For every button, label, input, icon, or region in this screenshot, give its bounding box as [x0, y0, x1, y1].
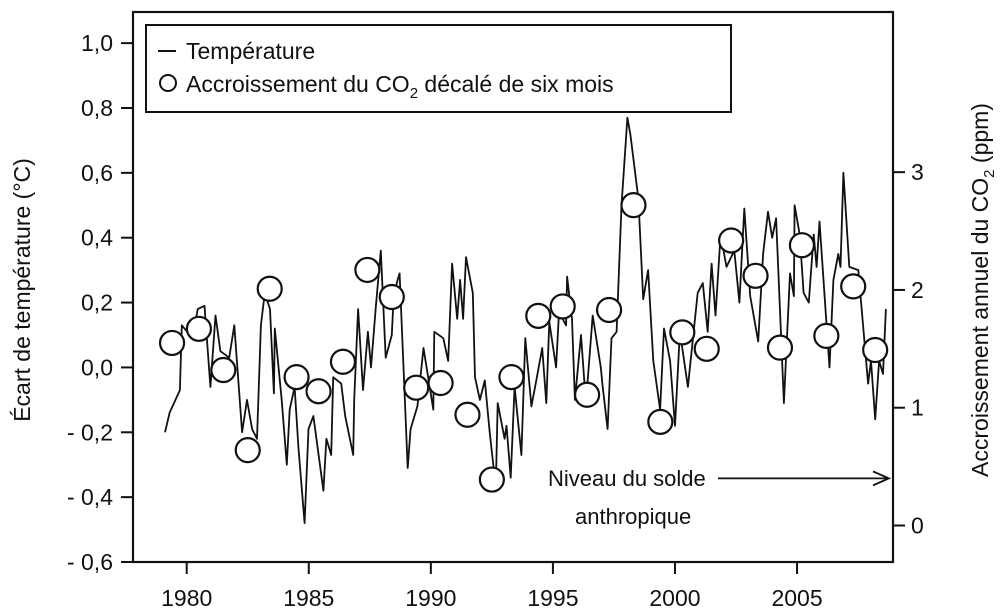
- legend-box: [145, 24, 732, 113]
- plot-area: [158, 116, 889, 524]
- y-axis-right-title-suffix: (ppm): [967, 103, 993, 169]
- co2-marker: [669, 319, 696, 346]
- co2-marker: [862, 336, 889, 364]
- co2-marker: [595, 296, 623, 324]
- co2-marker: [378, 283, 405, 311]
- co2-marker: [742, 262, 769, 289]
- co2-markers: [158, 192, 889, 493]
- co2-marker: [329, 348, 357, 375]
- annotation-arrow-head: [872, 470, 892, 487]
- co2-marker: [813, 322, 840, 349]
- co2-marker: [256, 275, 283, 302]
- co2-marker: [693, 335, 720, 362]
- y-right-tick-label: 3: [911, 159, 924, 185]
- co2-marker: [185, 315, 213, 342]
- x-tick-label: 1995: [527, 585, 578, 611]
- co2-marker: [210, 356, 237, 384]
- co2-marker: [647, 408, 674, 435]
- y-right-tick-label: 1: [911, 395, 924, 421]
- co2-marker: [498, 363, 525, 391]
- legend-marker-swatch: [159, 74, 177, 92]
- legend-co2-text: Accroissement du CO: [186, 71, 410, 97]
- y-left-tick-label: - 0,2: [67, 419, 113, 445]
- y-right-tick-label: 2: [911, 277, 924, 303]
- y-left-tick-label: 1,0: [81, 30, 113, 56]
- y-right-tick-label: 0: [911, 512, 924, 538]
- legend-co2-suffix: décalé de six mois: [418, 71, 614, 97]
- legend-label-temperature: Température: [186, 38, 315, 64]
- y-left-tick-label: 0,4: [81, 225, 113, 251]
- co2-marker: [478, 466, 505, 493]
- co2-marker: [573, 381, 601, 408]
- co2-marker: [283, 363, 310, 391]
- legend-co2-sub: 2: [410, 85, 418, 102]
- y-axis-right-title: Accroissement annuel du CO2 (ppm): [967, 103, 998, 477]
- co2-marker: [158, 329, 186, 357]
- co2-marker: [620, 192, 647, 219]
- y-axis-left-title: Écart de température (°C): [9, 158, 35, 422]
- x-tick-label: 1985: [283, 585, 334, 611]
- y-left-tick-label: 0,2: [81, 290, 113, 316]
- legend: Température Accroissement du CO2 décalé …: [145, 24, 732, 113]
- plot-frame: [131, 10, 895, 564]
- temperature-series-line: [164, 116, 887, 524]
- y-left-tick-label: - 0,4: [67, 484, 113, 510]
- x-tick-label: 2005: [771, 585, 822, 611]
- annotation-line1: Niveau du solde: [548, 466, 706, 491]
- legend-label-co2: Accroissement du CO2 décalé de six mois: [186, 71, 614, 102]
- co2-marker: [403, 374, 430, 401]
- co2-marker: [354, 256, 381, 284]
- co2-marker: [525, 302, 552, 329]
- co2-marker: [427, 369, 454, 397]
- co2-marker: [788, 232, 816, 259]
- y-axis-right-title-text: Accroissement annuel du CO: [967, 178, 993, 477]
- x-tick-label: 1990: [405, 585, 456, 611]
- ticks-layer: 1980 1985 1990 1995 2000 2005 1,0 0,8 0,6 0,4 0,2 0…: [67, 30, 924, 611]
- co2-marker: [305, 378, 332, 405]
- co2-marker: [840, 273, 867, 300]
- y-left-tick-label: - 0,6: [67, 549, 113, 575]
- y-axis-right-title-sub: 2: [981, 169, 998, 177]
- co2-marker: [549, 293, 576, 320]
- annotation-line2: anthropique: [575, 504, 691, 529]
- co2-marker: [234, 437, 261, 464]
- co2-marker: [718, 227, 745, 254]
- y-left-tick-label: 0,6: [81, 160, 113, 186]
- annotation: Niveau du solde anthropique: [548, 466, 892, 529]
- x-tick-label: 2000: [649, 585, 700, 611]
- y-left-tick-label: 0,8: [81, 95, 113, 121]
- co2-marker: [454, 401, 481, 428]
- x-tick-label: 1980: [161, 585, 212, 611]
- y-left-tick-label: 0,0: [81, 354, 113, 380]
- co2-marker: [766, 334, 794, 361]
